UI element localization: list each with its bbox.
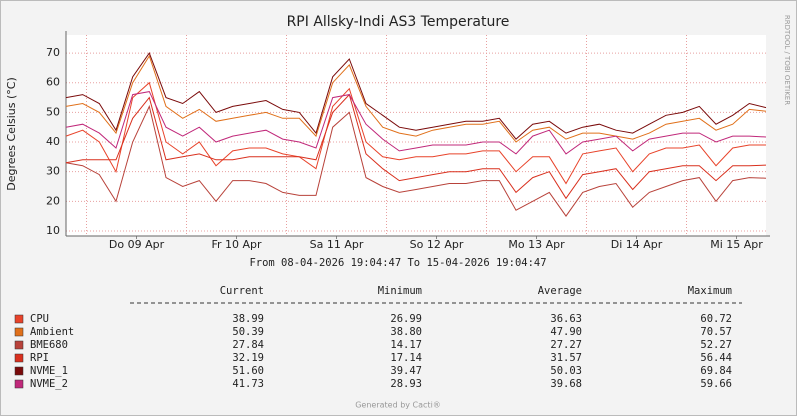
legend-stat: 51.60 bbox=[232, 365, 264, 377]
legend-stat: 59.66 bbox=[700, 378, 732, 390]
legend-stat: 38.80 bbox=[390, 326, 422, 338]
y-tick-label: 40 bbox=[46, 135, 60, 148]
legend-stat: 52.27 bbox=[700, 339, 732, 351]
x-tick-label: Fr 10 Apr bbox=[211, 238, 262, 251]
legend-stat: 32.19 bbox=[232, 352, 264, 364]
series-line bbox=[65, 54, 767, 143]
chart-title: RPI Allsky-Indi AS3 Temperature bbox=[287, 14, 510, 30]
legend-swatch bbox=[14, 340, 24, 350]
legend-swatch bbox=[14, 379, 24, 389]
legend-stat: 36.63 bbox=[550, 313, 582, 325]
legend-header: Current bbox=[220, 285, 264, 297]
legend-name: CPU bbox=[30, 313, 49, 325]
legend-swatch bbox=[14, 314, 24, 324]
y-tick-label: 70 bbox=[46, 46, 60, 59]
legend-header: Maximum bbox=[688, 285, 732, 297]
legend-name: Ambient bbox=[30, 326, 74, 338]
legend-stat: 27.84 bbox=[232, 339, 264, 351]
legend-stat: 14.17 bbox=[390, 339, 422, 351]
legend-stat: 31.57 bbox=[550, 352, 582, 364]
legend-stat: 26.99 bbox=[390, 313, 422, 325]
legend-swatch bbox=[14, 366, 24, 376]
y-tick-label: 60 bbox=[46, 76, 60, 89]
legend-stat: 70.57 bbox=[700, 326, 732, 338]
legend-stat: 39.47 bbox=[390, 365, 422, 377]
legend-stat: 56.44 bbox=[700, 352, 732, 364]
plot-area bbox=[66, 35, 766, 236]
time-range: From 08-04-2026 19:04:47 To 15-04-2026 1… bbox=[249, 257, 546, 269]
x-tick-label: Do 09 Apr bbox=[109, 238, 165, 251]
y-tick-label: 30 bbox=[46, 165, 60, 178]
series-line bbox=[65, 104, 767, 217]
side-text: RRDTOOL / TOBI OETIKER bbox=[783, 15, 791, 105]
y-tick-label: 50 bbox=[46, 105, 60, 118]
legend-stat: 69.84 bbox=[700, 365, 732, 377]
legend-stat: 39.68 bbox=[550, 378, 582, 390]
y-tick-label: 10 bbox=[46, 224, 60, 237]
x-tick-label: Di 14 Apr bbox=[611, 238, 663, 251]
legend-swatch bbox=[14, 353, 24, 363]
legend-name: RPI bbox=[30, 352, 49, 364]
legend-swatch bbox=[14, 327, 24, 337]
y-tick-label: 20 bbox=[46, 194, 60, 207]
series-line bbox=[65, 93, 767, 200]
legend-name: NVME_1 bbox=[30, 365, 68, 377]
legend-header: Minimum bbox=[378, 285, 422, 297]
series-line bbox=[65, 91, 767, 155]
legend-stat: 28.93 bbox=[390, 378, 422, 390]
legend-header: Average bbox=[538, 285, 582, 297]
legend-stat: 60.72 bbox=[700, 313, 732, 325]
x-tick-label: Mo 13 Apr bbox=[508, 238, 565, 251]
legend-name: BME680 bbox=[30, 339, 68, 351]
legend-stat: 50.39 bbox=[232, 326, 264, 338]
y-axis-label: Degrees Celsius (°C) bbox=[5, 77, 18, 191]
legend-stat: 50.03 bbox=[550, 365, 582, 377]
series-line bbox=[65, 81, 766, 185]
legend-stat: 47.90 bbox=[550, 326, 582, 338]
x-tick-label: So 12 Apr bbox=[410, 238, 464, 251]
footer: Generated by Cacti® bbox=[355, 401, 441, 410]
legend-stat: 41.73 bbox=[232, 378, 264, 390]
legend-stat: 38.99 bbox=[232, 313, 264, 325]
x-tick-label: Sa 11 Apr bbox=[310, 238, 364, 251]
legend-stat: 17.14 bbox=[390, 352, 422, 364]
series-line bbox=[65, 52, 767, 140]
legend-name: NVME_2 bbox=[30, 378, 68, 390]
x-tick-label: Mi 15 Apr bbox=[710, 238, 763, 251]
legend-stat: 27.27 bbox=[550, 339, 582, 351]
